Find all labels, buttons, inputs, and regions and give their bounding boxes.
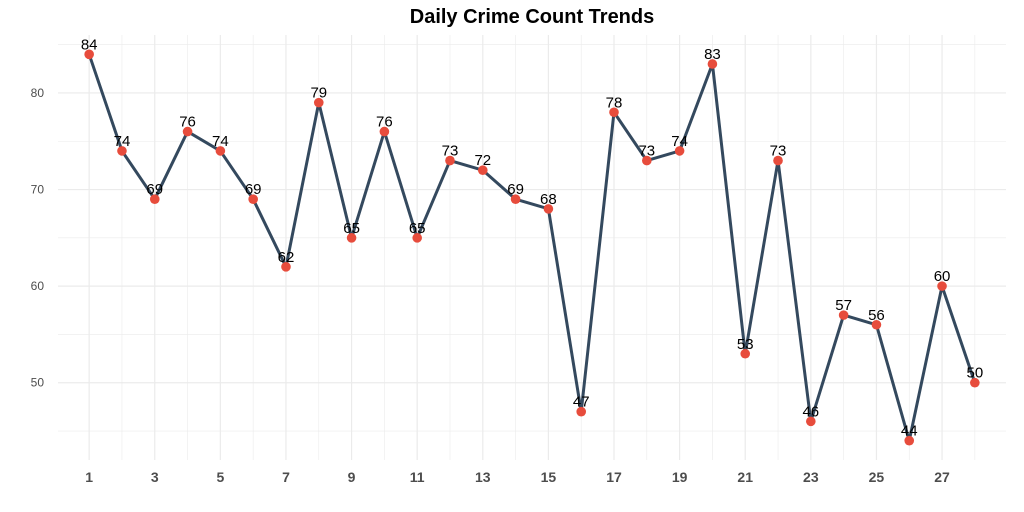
data-point (510, 194, 521, 205)
x-tick-label: 15 (541, 469, 557, 485)
x-tick-label: 11 (410, 469, 425, 485)
data-point (740, 348, 751, 359)
series-line-group (87, 52, 977, 443)
x-tick-label: 5 (216, 469, 224, 485)
data-label: 44 (901, 423, 918, 440)
data-point (346, 233, 357, 243)
data-label: 57 (835, 297, 852, 314)
series-line (87, 52, 977, 443)
data-point (707, 59, 718, 69)
data-point (609, 107, 619, 118)
data-point (806, 416, 816, 427)
y-tick-label: 80 (31, 86, 45, 100)
data-label: 76 (376, 114, 393, 131)
data-point (379, 126, 390, 137)
data-label: 74 (212, 133, 229, 150)
data-point (576, 406, 587, 417)
data-point (477, 165, 488, 176)
data-label: 73 (638, 143, 655, 160)
x-tick-label: 21 (737, 469, 753, 485)
data-label: 73 (442, 143, 459, 160)
data-point (642, 155, 652, 166)
data-point (248, 194, 258, 205)
x-tick-label: 7 (282, 469, 290, 485)
data-label: 46 (802, 403, 819, 420)
data-label: 69 (245, 181, 262, 198)
data-point (904, 435, 915, 446)
data-points (84, 49, 980, 446)
data-label: 56 (868, 307, 885, 324)
data-point (149, 194, 160, 205)
data-label: 50 (966, 365, 983, 382)
data-point (84, 49, 94, 60)
data-label: 74 (114, 133, 131, 150)
x-tick-label: 9 (348, 469, 356, 485)
data-point (970, 377, 980, 388)
x-tick-label: 1 (85, 469, 93, 485)
data-point (674, 146, 685, 156)
data-label: 65 (409, 220, 426, 237)
data-label: 47 (573, 394, 590, 411)
data-point (773, 155, 783, 166)
data-point (937, 281, 947, 291)
data-label: 83 (704, 46, 721, 63)
data-point (182, 126, 193, 137)
data-point (117, 146, 127, 156)
y-tick-label: 70 (31, 183, 45, 197)
y-tick-label: 60 (31, 279, 45, 293)
data-label: 60 (934, 268, 951, 285)
x-tick-label: 25 (869, 469, 885, 485)
data-label: 62 (278, 249, 295, 266)
data-point (445, 155, 455, 166)
data-label: 73 (770, 143, 787, 160)
data-point (313, 97, 324, 108)
grid (58, 35, 1006, 460)
x-tick-label: 17 (606, 469, 622, 485)
data-point (838, 310, 849, 320)
chart-title: Daily Crime Count Trends (410, 6, 655, 28)
data-label: 72 (474, 152, 491, 169)
data-label: 69 (146, 181, 163, 198)
data-label: 69 (507, 181, 524, 198)
data-labels: 84 74 69 76 74 69 62 79 65 76 65 73 72 69 68 47 78 73 74 83… (81, 36, 983, 439)
x-tick-label: 27 (934, 469, 950, 485)
data-point (543, 204, 554, 214)
x-tick-label: 23 (803, 469, 819, 485)
x-tick-label: 3 (151, 469, 159, 485)
data-point (215, 146, 226, 156)
data-label: 53 (737, 336, 754, 353)
data-label: 84 (81, 36, 98, 53)
data-label: 79 (310, 85, 327, 102)
data-label: 68 (540, 191, 557, 208)
y-tick-label: 50 (31, 376, 45, 390)
x-tick-label: 13 (475, 469, 491, 485)
data-label: 76 (179, 114, 196, 131)
data-point (281, 262, 291, 272)
data-point (871, 319, 882, 330)
x-tick-label: 19 (672, 469, 688, 485)
data-point (412, 233, 422, 243)
data-label: 78 (606, 94, 623, 111)
data-label: 74 (671, 133, 688, 150)
data-label: 65 (343, 220, 360, 237)
